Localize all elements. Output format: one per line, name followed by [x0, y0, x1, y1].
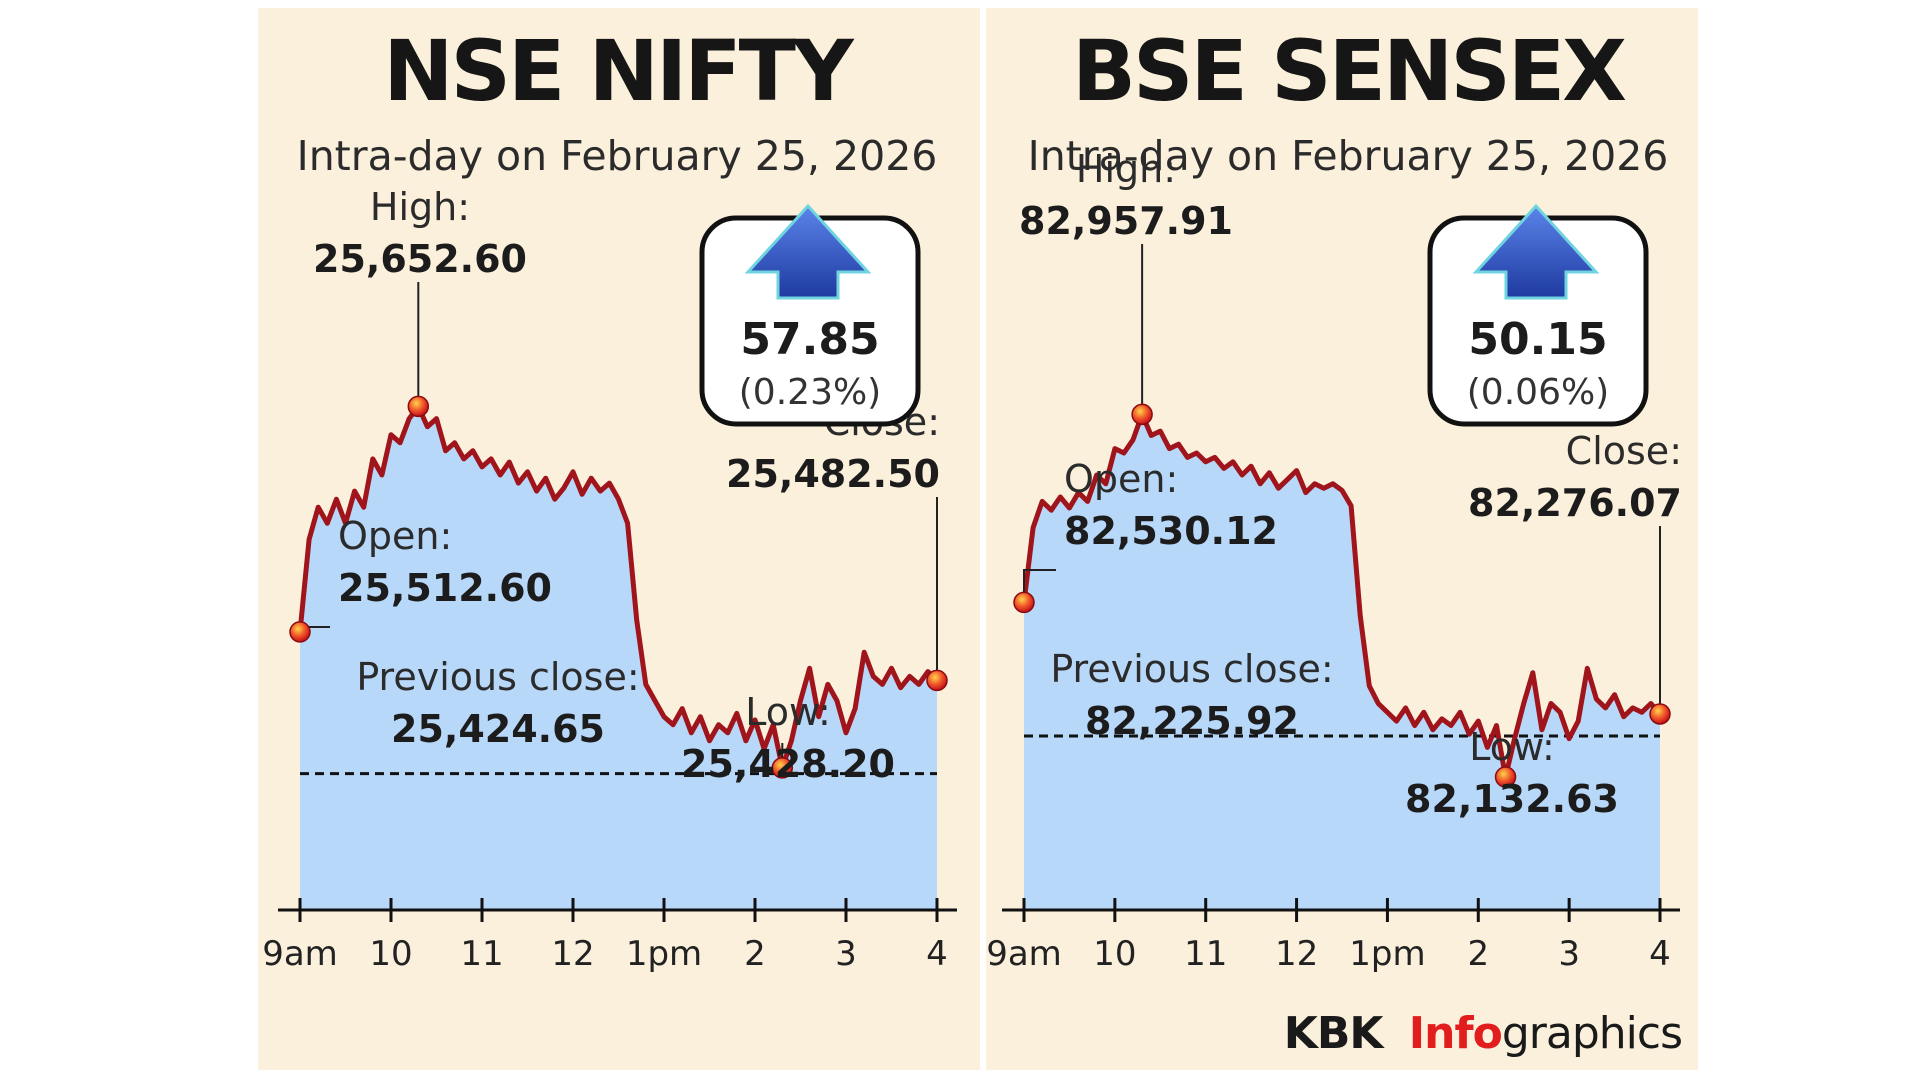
- sensex-low-marker: [1494, 766, 1517, 788]
- credit-brand-a: KBK: [1284, 1008, 1386, 1059]
- sensex-tick-label: 11: [1184, 934, 1227, 974]
- credit-brand: KBK Infographics: [1284, 1008, 1682, 1059]
- sensex-title: BSE SENSEX: [1072, 22, 1626, 120]
- nifty-close-marker: [926, 669, 948, 692]
- nifty-tick-label: 2: [744, 934, 766, 974]
- sensex-series-line: [1021, 411, 1662, 780]
- nifty-tick-label: 1pm: [626, 934, 702, 974]
- credit-brand-c: graphics: [1502, 1008, 1682, 1059]
- sensex-panel: BSE SENSEX Intra-day on February 25, 202…: [986, 8, 1698, 1070]
- nifty-tick-label: 11: [460, 934, 503, 974]
- sensex-high-value: 82,957.91: [1019, 199, 1233, 243]
- sensex-up-arrow-icon: [1472, 203, 1600, 300]
- nifty-tick-label: 3: [835, 934, 857, 974]
- sensex-tick-label: 3: [1558, 934, 1580, 974]
- nifty-open-label: Open:: [338, 514, 452, 558]
- sensex-prev-label: Previous close:: [1050, 647, 1333, 691]
- sensex-chart: 9am 10 11 12 1pm 2 3 4 High: 82,957.91 Open: 82,530…: [986, 147, 1682, 974]
- nifty-area-fill: [300, 406, 937, 910]
- sensex-tick-label: 2: [1467, 934, 1489, 974]
- nifty-low-value: 25,428.20: [681, 742, 895, 786]
- nifty-open-value: 25,512.60: [338, 566, 552, 610]
- sensex-change-box: 50.15 (0.06%): [1427, 203, 1649, 427]
- sensex-open-value: 82,530.12: [1064, 509, 1278, 553]
- sensex-tick-label: 10: [1093, 934, 1136, 974]
- sensex-close-value: 82,276.07: [1468, 481, 1682, 525]
- credit-brand-space: [1394, 1008, 1408, 1059]
- sensex-subtitle: Intra-day on February 25, 2026: [1028, 132, 1669, 180]
- nifty-tick-label: 12: [551, 934, 594, 974]
- nifty-high-label: High:: [370, 185, 470, 229]
- sensex-open-label: Open:: [1064, 457, 1178, 501]
- nifty-tick-label: 9am: [262, 934, 338, 974]
- sensex-tick-label: 9am: [986, 934, 1062, 974]
- nifty-open-marker: [289, 621, 311, 643]
- sensex-high-label: High:: [1076, 147, 1176, 191]
- sensex-low-label: Low:: [1469, 725, 1555, 769]
- nifty-subtitle: Intra-day on February 25, 2026: [297, 132, 938, 180]
- sensex-tick-label: 1pm: [1349, 934, 1425, 974]
- nifty-high-marker: [407, 395, 430, 418]
- sensex-close-marker: [1649, 703, 1671, 725]
- sensex-tick-label: 4: [1649, 934, 1671, 974]
- sensex-change-value: 50.15: [1468, 314, 1607, 365]
- nifty-panel: NSE NIFTY Intra-day on February 25, 2026…: [258, 8, 980, 1070]
- nifty-tick-label: 4: [926, 934, 948, 974]
- nifty-close-value: 25,482.50: [726, 452, 940, 496]
- nifty-change-value: 57.85: [740, 314, 879, 365]
- sensex-open-leader: [1023, 569, 1056, 603]
- nifty-up-arrow-icon: [744, 203, 872, 300]
- nifty-high-value: 25,652.60: [313, 237, 527, 281]
- nifty-low-label: Low:: [745, 690, 831, 734]
- nifty-series-line: [297, 403, 939, 771]
- nifty-prev-value: 25,424.65: [391, 707, 605, 751]
- nifty-title: NSE NIFTY: [383, 22, 855, 120]
- nifty-low-marker: [771, 757, 794, 779]
- sensex-change-percent: (0.06%): [1467, 372, 1609, 413]
- nifty-change-box: 57.85 (0.23%): [699, 203, 921, 427]
- nifty-prev-label: Previous close:: [356, 655, 639, 699]
- sensex-tick-label: 12: [1275, 934, 1318, 974]
- sensex-open-marker: [1013, 591, 1035, 614]
- nifty-chart: 9am 10 11 12 1pm 2 3 4 High: 25,652.60 Open: 25,512…: [262, 185, 957, 974]
- sensex-close-label: Close:: [1566, 429, 1682, 473]
- nifty-change-percent: (0.23%): [739, 372, 881, 413]
- nifty-tick-label: 10: [369, 934, 412, 974]
- sensex-prev-value: 82,225.92: [1085, 699, 1299, 743]
- sensex-low-value: 82,132.63: [1405, 777, 1619, 821]
- credit-brand-b: Info: [1409, 1008, 1502, 1059]
- sensex-high-marker: [1131, 403, 1153, 426]
